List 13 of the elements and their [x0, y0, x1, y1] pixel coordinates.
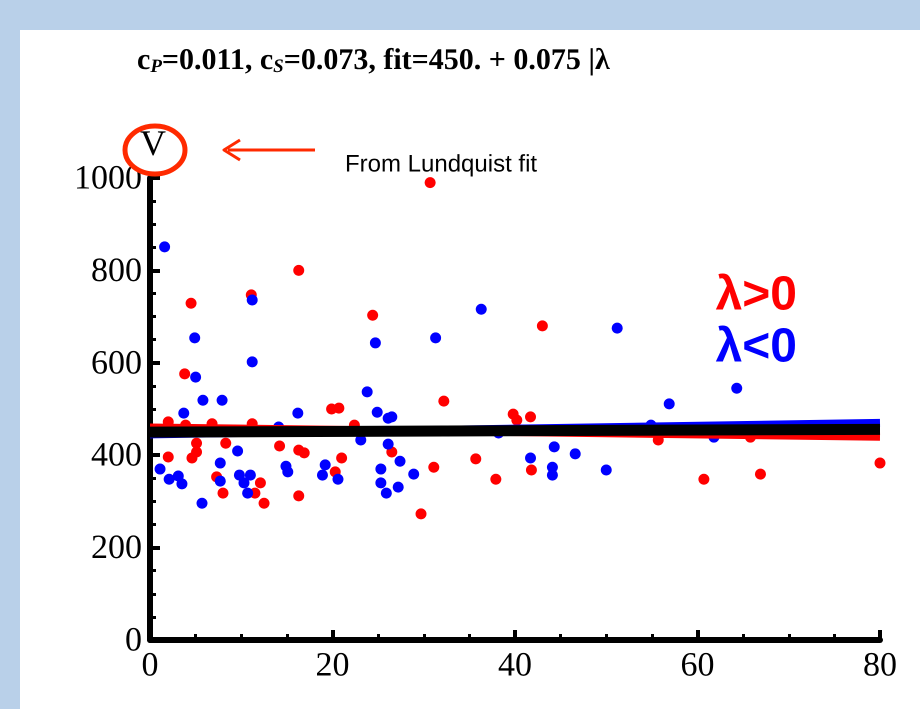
y-axis-title: V — [140, 123, 166, 164]
series-label: λ<0 — [716, 320, 797, 372]
x-tick-label: 20 — [316, 646, 350, 684]
text: λ>0 — [716, 268, 797, 320]
y-tick-label: 200 — [91, 529, 142, 566]
y-tick-label: 0 — [125, 622, 142, 658]
x-tick-label: 60 — [680, 646, 714, 684]
x-tick-label: 80 — [863, 646, 897, 684]
y-tick-label: 400 — [91, 436, 142, 474]
x-tick-label: 40 — [498, 646, 532, 684]
text: From Lundquist fit — [345, 150, 538, 178]
y-tick-label: 800 — [91, 252, 142, 289]
y-tick-label: 600 — [91, 344, 142, 382]
